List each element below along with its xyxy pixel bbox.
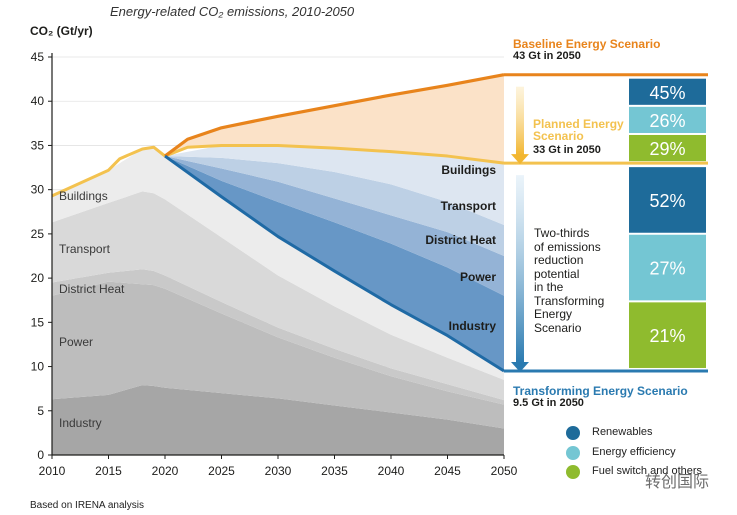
historical-emissions-line: [51, 145, 166, 198]
sector-label-left-district-heat: District Heat: [59, 282, 125, 296]
y-tick-label-35: 35: [31, 138, 45, 152]
transforming-area-power: [165, 288, 504, 429]
reduction-wedge-district-heat: [165, 156, 504, 371]
transforming-reduction-arrow-shaft: [516, 175, 524, 363]
transforming-reduction-arrow-head: [511, 361, 529, 372]
planned-to-transforming-percent-fuel-switch-and-others: 21%: [649, 326, 685, 346]
watermark: 转创国际: [645, 472, 710, 491]
planned-reduction-arrow-head: [511, 154, 529, 165]
sector-label-left-buildings: Buildings: [59, 189, 108, 203]
y-tick-label-10: 10: [31, 360, 45, 374]
planned-to-transforming-box-energy-efficiency: [629, 234, 706, 301]
transforming-area-district-heat: [165, 275, 504, 405]
planned-scenario-line: [164, 143, 505, 165]
historical-area-district-heat: [52, 269, 165, 296]
legend-swatch-energy-efficiency: [566, 446, 580, 460]
sector-label-left-transport: Transport: [59, 242, 111, 256]
y-tick-label-25: 25: [31, 227, 45, 241]
chart-title: Energy-related CO₂ emissions, 2010-2050: [110, 4, 355, 19]
wedge-label-industry: Industry: [449, 319, 497, 333]
wedge-label-power: Power: [460, 270, 496, 284]
planned-to-transforming-box-renewables: [629, 167, 706, 233]
x-tick-label-2030: 2030: [265, 464, 292, 478]
y-tick-label-20: 20: [31, 271, 45, 285]
x-tick-label-2050: 2050: [491, 464, 518, 478]
y-tick-label-45: 45: [31, 50, 45, 64]
y-tick-label-30: 30: [31, 183, 45, 197]
x-tick-label-2020: 2020: [152, 464, 179, 478]
reduction-wedge-transport: [165, 156, 504, 296]
x-tick-label-2015: 2015: [95, 464, 122, 478]
y-axis-label: CO₂ (Gt/yr): [30, 24, 93, 38]
baseline-scenario-label: Baseline Energy Scenario: [513, 37, 661, 51]
wedge-label-district-heat: District Heat: [425, 233, 496, 247]
x-tick-label-2040: 2040: [378, 464, 405, 478]
y-tick-label-40: 40: [31, 94, 45, 108]
y-tick-label-5: 5: [37, 404, 44, 418]
reduction-wedge-buildings: [165, 156, 504, 256]
reduction-annotation: Two-thirds of emissions reduction potent…: [534, 226, 605, 335]
historical-area-industry: [52, 385, 165, 455]
wedge-label-transport: Transport: [441, 199, 496, 213]
legend-label-fuel-switch: Fuel switch and others: [592, 465, 703, 477]
transforming-scenario-line: [164, 154, 505, 373]
wedge-label-buildings: Buildings: [441, 163, 496, 177]
historical-area-buildings: [52, 148, 165, 223]
baseline-scenario-line: [164, 73, 505, 158]
planned-to-transforming-box-fuel-switch-and-others: [629, 302, 706, 368]
planned-scenario-value: 33 Gt in 2050: [533, 144, 601, 156]
historical-area-power: [52, 281, 165, 400]
planned-reduction-arrow-shaft: [516, 86, 524, 156]
x-tick-label-2010: 2010: [39, 464, 66, 478]
baseline-excess-area: [165, 74, 504, 164]
transforming-area-buildings: [165, 156, 504, 380]
baseline-to-planned-percent-fuel-switch-and-others: 29%: [649, 139, 685, 159]
sector-label-left-power: Power: [59, 335, 93, 349]
y-tick-label-0: 0: [37, 448, 44, 462]
y-tick-label-15: 15: [31, 315, 45, 329]
sector-label-left-industry: Industry: [59, 416, 102, 430]
legend-swatch-fuel-switch: [566, 465, 580, 479]
baseline-to-planned-percent-renewables: 45%: [649, 83, 685, 103]
legend-label-energy-efficiency: Energy efficiency: [592, 446, 676, 458]
legend-swatch-renewables: [566, 426, 580, 440]
baseline-scenario-value: 43 Gt in 2050: [513, 50, 581, 62]
transforming-area-transport: [165, 199, 504, 401]
source-note: Based on IRENA analysis: [30, 500, 144, 511]
transforming-area-industry: [165, 387, 504, 455]
historical-area-transport: [52, 191, 165, 283]
x-tick-label-2045: 2045: [434, 464, 461, 478]
baseline-to-planned-box-renewables: [629, 78, 706, 105]
reduction-wedge-planned: [165, 145, 504, 226]
baseline-to-planned-box-energy-efficiency: [629, 106, 706, 133]
transforming-scenario-value: 9.5 Gt in 2050: [513, 397, 584, 409]
legend-label-renewables: Renewables: [592, 426, 653, 438]
planned-to-transforming-percent-energy-efficiency: 27%: [649, 259, 685, 279]
x-tick-label-2025: 2025: [208, 464, 235, 478]
planned-scenario-label: Planned Energy Scenario: [533, 117, 624, 143]
baseline-to-planned-percent-energy-efficiency: 26%: [649, 111, 685, 131]
planned-to-transforming-percent-renewables: 52%: [649, 191, 685, 211]
baseline-to-planned-box-fuel-switch-and-others: [629, 134, 706, 162]
x-tick-label-2035: 2035: [321, 464, 348, 478]
transforming-scenario-label: Transforming Energy Scenario: [513, 384, 688, 398]
